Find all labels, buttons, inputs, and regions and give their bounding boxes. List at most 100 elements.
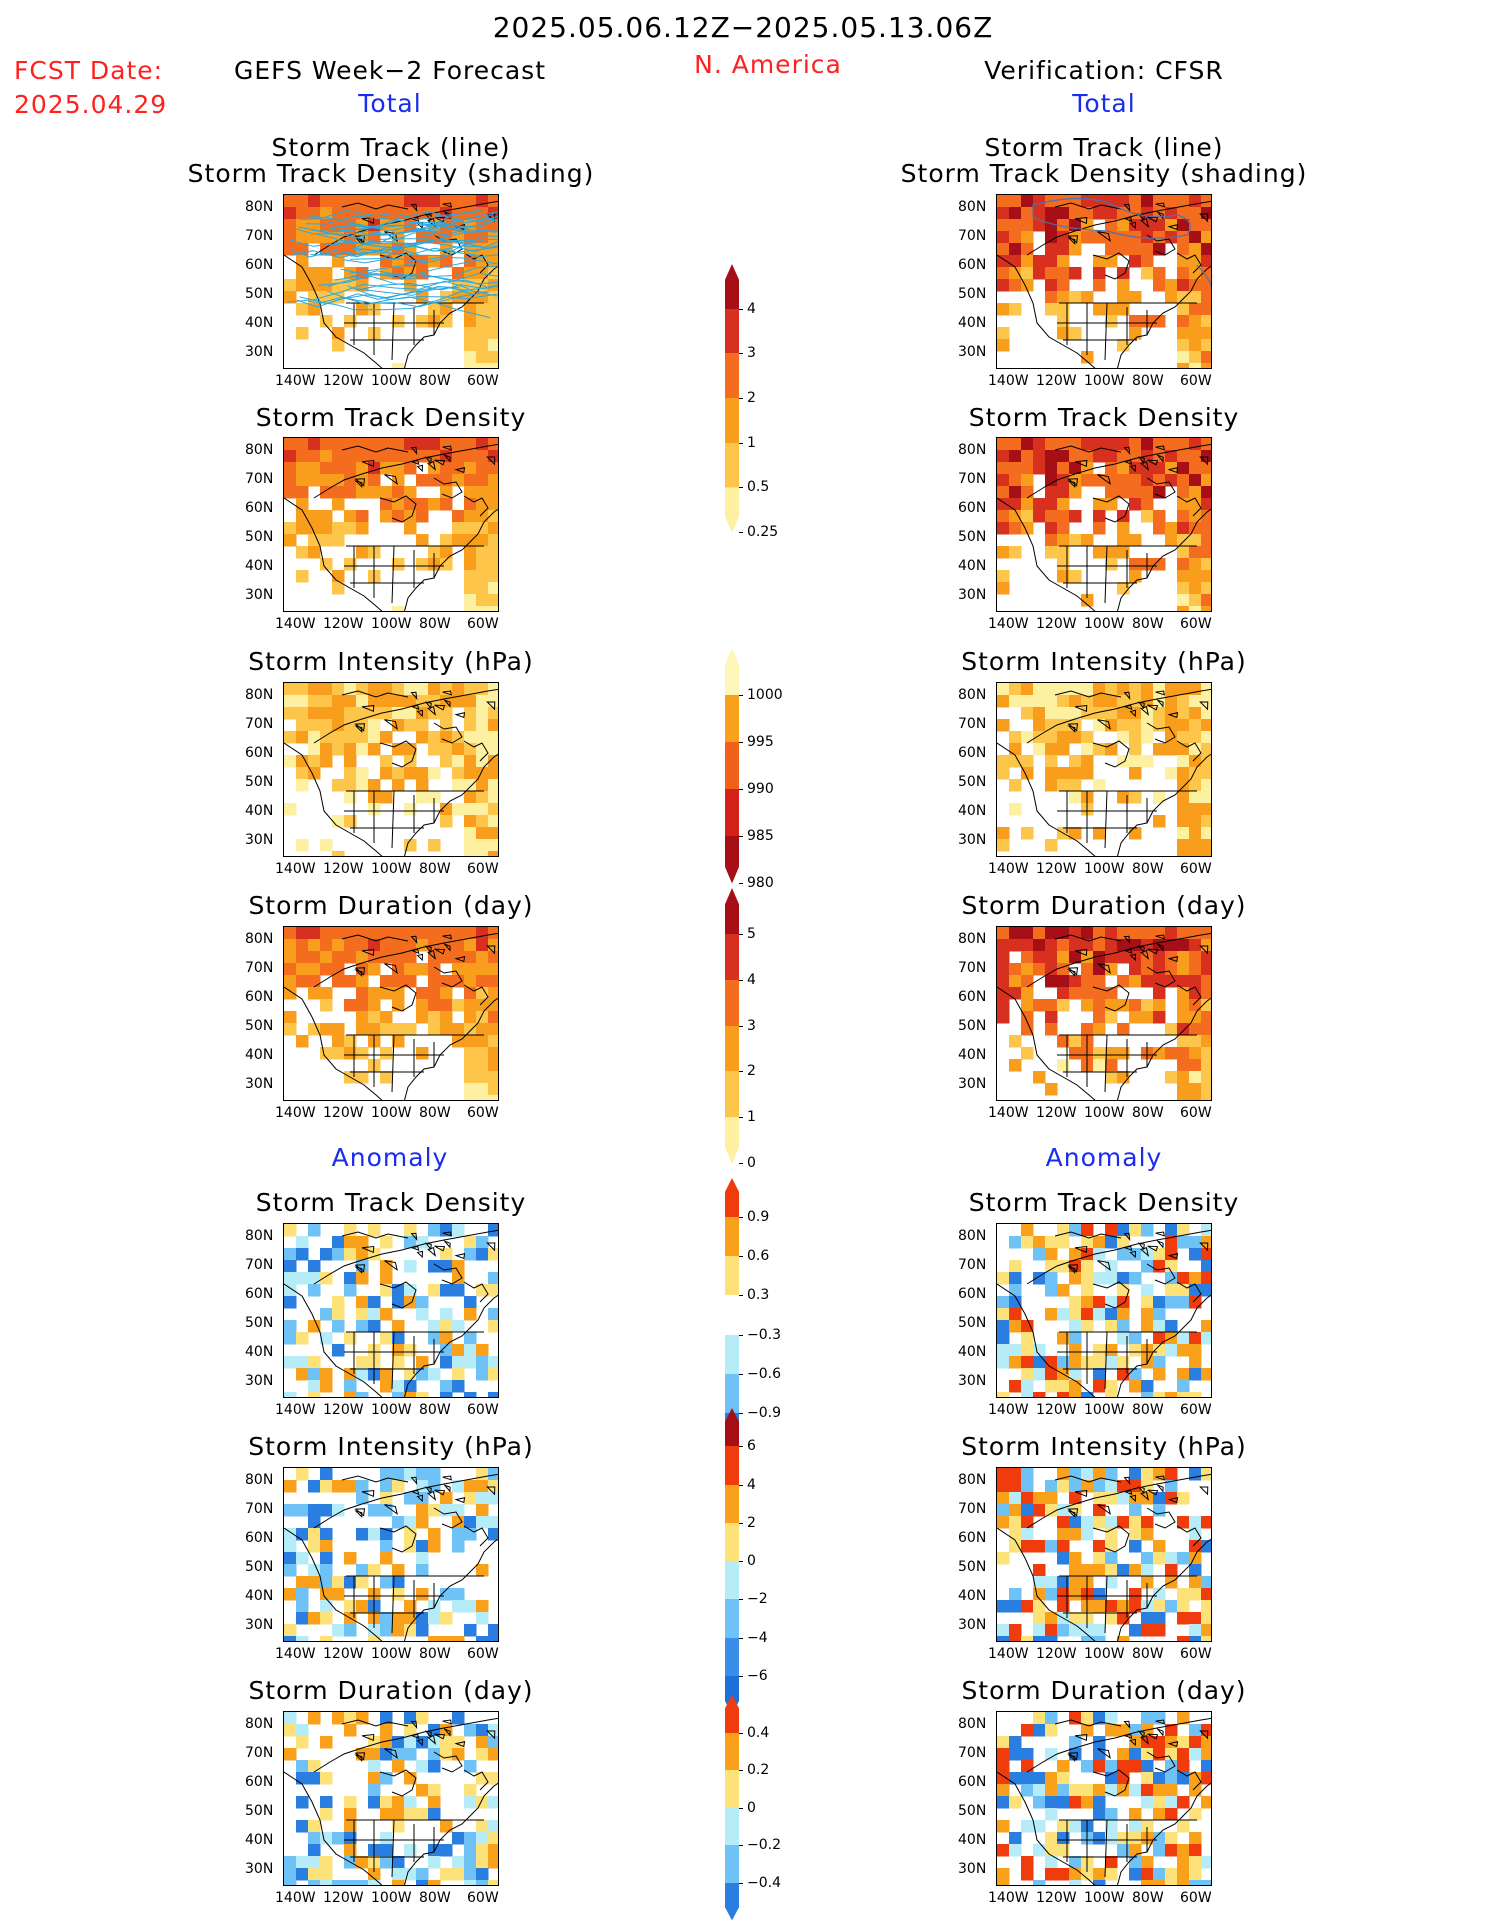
colorbar-segment — [725, 487, 739, 533]
left-r2-lat-label: 30N — [245, 587, 274, 603]
right-r1-map — [996, 194, 1212, 369]
right-r4-lat-label: 30N — [958, 1076, 987, 1092]
left-anomaly-label: Anomaly — [331, 1143, 449, 1172]
colorbar-segment — [725, 264, 739, 310]
right-r5-lon-label: 80W — [1132, 1402, 1164, 1418]
right-r6-map — [996, 1467, 1212, 1642]
storm-track-lines — [1032, 197, 1211, 286]
right-r5-lat-label: 30N — [958, 1373, 987, 1389]
colorbar-tick — [739, 532, 743, 533]
colorbar-label: −0.2 — [747, 1837, 781, 1853]
left-r5-lon-label: 120W — [323, 1402, 364, 1418]
left-r6-lat-label: 80N — [245, 1472, 274, 1488]
colorbar-segment — [725, 308, 739, 354]
colorbar-segment — [725, 1770, 739, 1808]
left-r3-lon-label: 140W — [275, 861, 316, 877]
left-r6-lon-label: 120W — [323, 1646, 364, 1662]
colorbar-label: 0.6 — [747, 1248, 770, 1265]
coastline — [997, 688, 1211, 856]
colorbar-label: 6 — [747, 1438, 756, 1455]
colorbar-segment — [725, 1256, 739, 1296]
left-r1-title-1: Storm Track (line) — [271, 133, 511, 162]
right-r6-lat-label: 70N — [958, 1501, 987, 1517]
coastline — [997, 1473, 1211, 1641]
left-r7-lat-label: 40N — [245, 1832, 274, 1848]
left-r7-title-1: Storm Duration (day) — [248, 1676, 534, 1705]
colorbar-segment — [725, 1845, 739, 1883]
shading-field — [997, 1468, 1211, 1641]
left-r6-lat-label: 30N — [245, 1617, 274, 1633]
left-r3-lat-label: 50N — [245, 774, 274, 790]
right-r7-lat-label: 80N — [958, 1716, 987, 1732]
colorbar-segment — [725, 1882, 739, 1921]
left-r4-lon-label: 60W — [467, 1105, 499, 1121]
colorbar-segment — [725, 648, 739, 696]
left-r7-lat-label: 50N — [245, 1803, 274, 1819]
colorbar-tick — [739, 742, 743, 743]
right-r5-lat-label: 60N — [958, 1286, 987, 1302]
colorbar-label: 3 — [747, 1017, 756, 1034]
left-r2-lat-label: 60N — [245, 500, 274, 516]
right-r2-lat-label: 80N — [958, 442, 987, 458]
left-r2-map — [283, 437, 499, 612]
right-r4-lat-label: 40N — [958, 1047, 987, 1063]
left-r3-lat-label: 70N — [245, 716, 274, 732]
left-r2-lon-label: 120W — [323, 616, 364, 632]
left-r5-lat-label: 60N — [245, 1286, 274, 1302]
region-title: N. America — [694, 50, 842, 79]
right-r6-lat-label: 80N — [958, 1472, 987, 1488]
right-r2-lon-label: 80W — [1132, 616, 1164, 632]
left-r3-lat-label: 60N — [245, 745, 274, 761]
colorbar-label: −6 — [747, 1667, 768, 1684]
colorbar-label: 3 — [747, 345, 756, 362]
right-r3-lon-label: 120W — [1036, 861, 1077, 877]
right-r1-lon-label: 60W — [1180, 373, 1212, 389]
right-r3-title-1: Storm Intensity (hPa) — [961, 647, 1247, 676]
colorbar-label: 985 — [747, 828, 774, 844]
colorbar-label: 2 — [747, 390, 756, 406]
colorbar-label: 4 — [747, 300, 756, 317]
colorbar-segment — [725, 1732, 739, 1771]
colorbar-tick — [739, 1334, 743, 1336]
left-r3-lon-label: 120W — [323, 861, 364, 877]
colorbar-tick — [739, 308, 743, 310]
right-r6-lon-label: 80W — [1132, 1646, 1164, 1662]
colorbar-label: 4 — [747, 1476, 756, 1493]
right-r7-lat-label: 50N — [958, 1803, 987, 1819]
colorbar-segment — [725, 1561, 739, 1600]
left-r5-map — [283, 1223, 499, 1398]
colorbar-label: −2 — [747, 1591, 768, 1608]
left-r7-lon-label: 60W — [467, 1890, 499, 1906]
coastline — [997, 1717, 1211, 1885]
right-r3-lon-label: 80W — [1132, 861, 1164, 877]
colorbar-tick — [739, 1071, 743, 1073]
right-r1-lat-label: 80N — [958, 199, 987, 215]
colorbar-tick — [739, 1217, 743, 1219]
colorbar-label: 0.3 — [747, 1287, 770, 1304]
right-r3-lon-label: 140W — [988, 861, 1029, 877]
right-r7-title-1: Storm Duration (day) — [961, 1676, 1247, 1705]
shading-field — [284, 1468, 498, 1641]
left-r4-lat-label: 80N — [245, 931, 274, 947]
left-r4-lat-label: 30N — [245, 1076, 274, 1092]
colorbar-segment — [725, 1807, 739, 1846]
left-r7-lon-label: 100W — [371, 1890, 412, 1906]
left-r4-lon-label: 100W — [371, 1105, 412, 1121]
left-r2-lon-label: 140W — [275, 616, 316, 632]
colorbar-label: 1 — [747, 1109, 756, 1126]
colorbar-tick — [739, 398, 743, 399]
right-r4-lat-label: 60N — [958, 989, 987, 1005]
left-r2-title-1: Storm Track Density — [255, 403, 527, 432]
colorbar-segment — [725, 1446, 739, 1485]
left-r2-lat-label: 80N — [245, 442, 274, 458]
coastline — [284, 1717, 498, 1885]
colorbar-label: 0 — [747, 1553, 756, 1569]
colorbar-segment — [725, 1373, 739, 1414]
colorbar-tick — [739, 1882, 743, 1884]
colorbar-tick — [739, 1807, 743, 1809]
left-r2-lat-label: 50N — [245, 529, 274, 545]
left-r6-lat-label: 70N — [245, 1501, 274, 1517]
right-r3-lon-label: 60W — [1180, 861, 1212, 877]
colorbar-label: −4 — [747, 1629, 768, 1646]
left-r6-lon-label: 60W — [467, 1646, 499, 1662]
